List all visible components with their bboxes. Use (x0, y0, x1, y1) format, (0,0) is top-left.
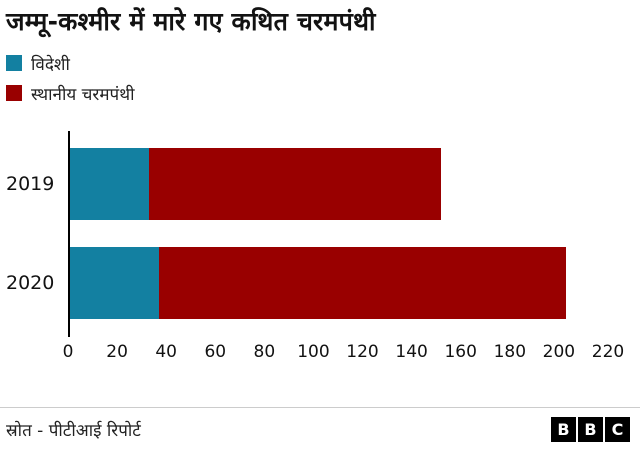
y-axis-line (68, 130, 70, 337)
bbc-logo-block: B (551, 416, 576, 442)
bar-2019 (68, 148, 608, 220)
bar-row-2019: 2019 (6, 135, 608, 234)
x-tick-label: 20 (106, 341, 128, 362)
legend-swatch (6, 55, 22, 71)
x-tick-label: 40 (155, 341, 177, 362)
x-tick-label: 200 (542, 341, 576, 362)
x-tick-label: 80 (253, 341, 276, 362)
plot-area: 2019 2020 (6, 130, 608, 337)
x-tick-label: 0 (62, 341, 74, 362)
legend-swatch (6, 85, 22, 101)
bar-2020 (68, 247, 608, 319)
x-tick-label: 180 (493, 341, 527, 362)
category-label: 2019 (6, 173, 55, 195)
x-tick-label: 60 (204, 341, 227, 362)
x-tick-label: 220 (591, 341, 625, 362)
bar-chart: 2019 2020 0 20 40 60 80 100 120 140 160 180 200 220 (6, 130, 640, 367)
legend: विदेशी स्थानीय चरमपंथी (6, 52, 640, 105)
bar-segment (149, 148, 442, 220)
legend-item: स्थानीय चरमपंथी (6, 82, 640, 105)
legend-item: विदेशी (6, 52, 640, 75)
legend-label: स्थानीय चरमपंथी (31, 84, 135, 105)
bar-segment (158, 247, 567, 319)
bar-segment (68, 148, 149, 220)
x-tick-label: 100 (297, 341, 330, 362)
x-tick-label: 160 (444, 341, 477, 362)
x-axis: 0 20 40 60 80 100 120 140 160 180 200 220 (63, 337, 625, 367)
chart-title: जम्मू-कश्मीर में मारे गए कथित चरमपंथी (6, 7, 376, 36)
bbc-logo-block: C (605, 416, 630, 442)
x-tick-label: 140 (395, 341, 428, 362)
bar-segment (68, 247, 159, 319)
bbc-logo-block: B (578, 416, 603, 442)
legend-label: विदेशी (31, 54, 70, 75)
bar-row-2020: 2020 (6, 234, 608, 333)
source-text: स्रोत - पीटीआई रिपोर्ट (6, 420, 141, 441)
x-tick-label: 120 (346, 341, 379, 362)
category-label: 2020 (6, 272, 55, 294)
